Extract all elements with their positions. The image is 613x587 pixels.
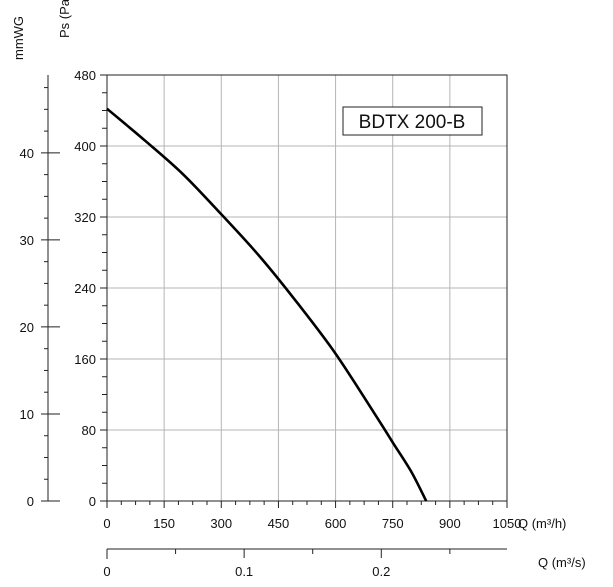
x-axis-label: Q (m³/h) (518, 516, 566, 531)
series-layer (106, 107, 428, 502)
mmwg-tick-label: 30 (20, 233, 34, 248)
x-tick-label: 300 (210, 516, 232, 531)
chart-title: BDTX 200-B (359, 112, 466, 133)
y-tick-label: 400 (74, 139, 96, 154)
x-tick-label: 750 (382, 516, 404, 531)
x-tick-label: 600 (325, 516, 347, 531)
y-tick-label: 240 (74, 281, 96, 296)
minor-ticks (100, 74, 508, 508)
y-tick-label: 0 (89, 494, 96, 509)
x-tick-label: 150 (153, 516, 175, 531)
mmwg-tick-label: 0 (27, 494, 34, 509)
mmwg-axis: 0 10 20 30 40 (20, 75, 60, 509)
y-tick-label: 480 (74, 68, 96, 83)
title-box (342, 106, 483, 136)
x2-tick-label: 0.1 (235, 564, 253, 579)
x-tick-label: 900 (439, 516, 461, 531)
y-tick-label: 320 (74, 210, 96, 225)
x-tick-label: 0 (103, 516, 110, 531)
y-tick-label: 160 (74, 352, 96, 367)
x-tick-label: 450 (268, 516, 290, 531)
y2-axis-label: mmWG (11, 16, 26, 60)
mmwg-tick-label: 20 (20, 320, 34, 335)
mmwg-tick-label: 40 (20, 146, 34, 161)
y-axis-label: Ps (Pa) (57, 0, 72, 38)
y-tick-label: 80 (82, 423, 96, 438)
flow-m3s-axis: 0 0.1 0.2 (103, 548, 507, 579)
tick-labels: 0 150 300 450 600 750 900 1050 0 80 160 240 320 400 48… (74, 68, 521, 531)
fan-curve-line (106, 107, 428, 502)
mmwg-tick-label: 10 (20, 407, 34, 422)
x2-tick-label: 0.2 (372, 564, 390, 579)
grid-lines (107, 75, 507, 501)
x-tick-label: 1050 (493, 516, 522, 531)
x2-tick-label: 0 (103, 564, 110, 579)
x2-axis-label: Q (m³/s) (538, 555, 586, 570)
